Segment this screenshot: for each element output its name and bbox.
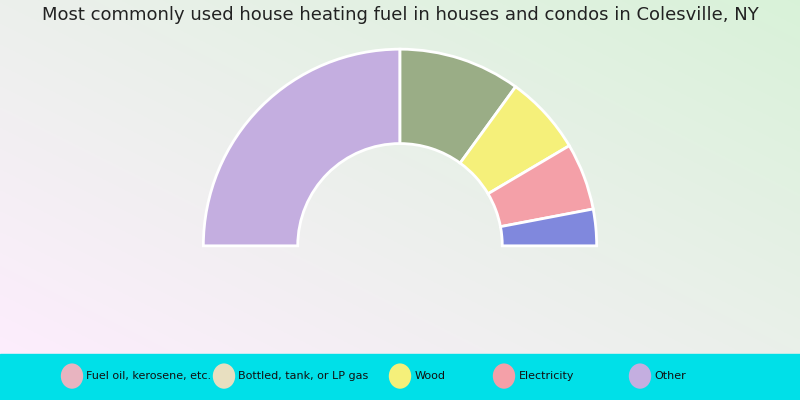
Text: Electricity: Electricity	[518, 371, 574, 381]
Wedge shape	[488, 146, 593, 227]
Text: Wood: Wood	[414, 371, 446, 381]
Ellipse shape	[61, 364, 83, 389]
Ellipse shape	[389, 364, 411, 389]
Wedge shape	[501, 209, 597, 246]
Text: Most commonly used house heating fuel in houses and condos in Colesville, NY: Most commonly used house heating fuel in…	[42, 6, 758, 24]
Bar	[0, 354, 800, 400]
Ellipse shape	[493, 364, 515, 389]
Ellipse shape	[213, 364, 235, 389]
Wedge shape	[400, 49, 515, 163]
Wedge shape	[460, 87, 570, 194]
Text: Fuel oil, kerosene, etc.: Fuel oil, kerosene, etc.	[86, 371, 211, 381]
Ellipse shape	[629, 364, 651, 389]
Wedge shape	[203, 49, 400, 246]
Text: Other: Other	[654, 371, 686, 381]
Text: Bottled, tank, or LP gas: Bottled, tank, or LP gas	[238, 371, 369, 381]
